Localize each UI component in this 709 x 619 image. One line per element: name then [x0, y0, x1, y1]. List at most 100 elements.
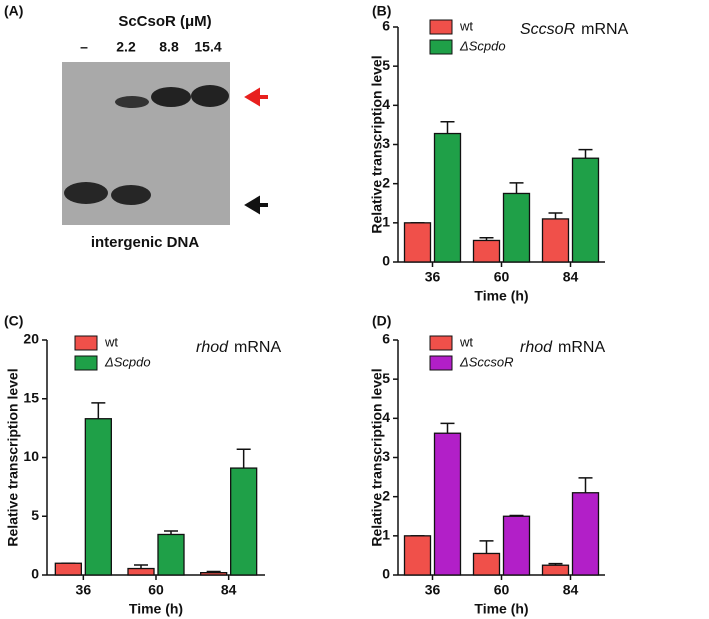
y-tick-label: 0 [382, 253, 390, 269]
gel-panel: (A) ScCsoR (μM) – 2.2 8.8 15.4 intergeni… [4, 3, 268, 251]
y-tick-label: 3 [382, 135, 390, 151]
gel-title: ScCsoR (μM) [118, 13, 211, 30]
y-tick-label: 4 [382, 409, 390, 425]
y-tick-label: 1 [382, 214, 390, 230]
bar [200, 572, 228, 576]
lane-label: 8.8 [159, 39, 179, 55]
title-part: mRNA [558, 339, 605, 356]
error-bar [440, 422, 455, 434]
y-tick-label: 6 [382, 18, 390, 34]
bar [541, 564, 570, 576]
title-part: mRNA [234, 339, 281, 356]
error-bar [236, 448, 251, 469]
panel-label: (B) [372, 3, 391, 19]
legend-label: wt [104, 334, 118, 349]
chart-title: rhod mRNA [196, 339, 281, 356]
y-axis-title: Relative transcription level [369, 55, 385, 233]
bar [502, 515, 531, 576]
y-tick-label: 10 [23, 448, 39, 464]
x-tick-label: 36 [425, 582, 441, 598]
bar [433, 432, 462, 576]
y-tick-label: 3 [382, 448, 390, 464]
y-tick-label: 0 [382, 566, 390, 582]
panel-label: (A) [4, 3, 23, 19]
y-tick-label: 2 [382, 487, 390, 503]
chart-panel: (D) rhod mRNA Relative transcription level T… [369, 313, 606, 617]
y-tick-label: 20 [23, 331, 39, 347]
bar [54, 562, 82, 576]
bar [433, 132, 462, 263]
y-tick-label: 15 [23, 389, 39, 405]
bar [571, 492, 600, 576]
gel-band [64, 182, 108, 204]
error-bar [578, 477, 593, 493]
error-bar [440, 121, 455, 134]
bar [230, 467, 258, 576]
x-axis-title: Time (h) [474, 288, 528, 304]
arrow-red [244, 87, 268, 107]
chart-panel: (C) rhod mRNA Relative transcription level T… [4, 313, 281, 617]
bar [127, 567, 155, 576]
legend-label: ΔScpdo [104, 354, 151, 369]
y-tick-label: 5 [31, 507, 39, 523]
x-tick-label: 84 [221, 582, 237, 598]
legend-swatch [429, 355, 453, 371]
x-tick-label: 60 [494, 582, 510, 598]
y-tick-label: 4 [382, 96, 390, 112]
title-part: SccsoR [520, 21, 576, 38]
legend-label: wt [459, 334, 473, 349]
x-tick-label: 84 [563, 269, 579, 285]
gel-band [191, 85, 229, 107]
legend-swatch [429, 39, 453, 55]
chart-title: SccsoR mRNA [520, 21, 629, 38]
error-bar [509, 182, 524, 194]
legend-label: ΔScpdo [459, 38, 506, 53]
legend-label: wt [459, 18, 473, 33]
y-tick-label: 5 [382, 57, 390, 73]
panel-label: (C) [4, 313, 23, 329]
arrow-black [244, 195, 268, 215]
legend-swatch [74, 335, 98, 351]
bar [84, 418, 112, 576]
bar [403, 222, 432, 263]
error-bar [548, 212, 563, 219]
x-axis-title: Time (h) [129, 601, 183, 617]
panel-label: (D) [372, 313, 391, 329]
gel-band [115, 96, 149, 108]
legend-swatch [429, 335, 453, 351]
x-axis-title: Time (h) [474, 601, 528, 617]
gel-band [111, 185, 151, 205]
lane-label: 15.4 [194, 39, 221, 55]
y-axis-title: Relative transcription level [369, 368, 385, 546]
y-tick-label: 6 [382, 331, 390, 347]
y-tick-label: 2 [382, 174, 390, 190]
legend-swatch [429, 19, 453, 35]
lane-label: 2.2 [116, 39, 136, 55]
lane-label: – [80, 39, 88, 55]
x-tick-label: 36 [76, 582, 92, 598]
bar [571, 157, 600, 263]
x-tick-label: 36 [425, 269, 441, 285]
bar [502, 192, 531, 263]
error-bar [91, 402, 106, 419]
y-axis-title: Relative transcription level [5, 368, 21, 546]
title-part: rhod [520, 339, 553, 356]
error-bar [479, 540, 494, 554]
title-part: mRNA [581, 21, 628, 38]
bar [541, 218, 570, 263]
gel-band [151, 87, 191, 107]
title-part: rhod [196, 339, 229, 356]
chart-title: rhod mRNA [520, 339, 605, 356]
bar [157, 533, 185, 576]
chart-panel: (B) SccsoR mRNA Relative transcription leve… [369, 3, 629, 304]
bar [403, 535, 432, 576]
y-tick-label: 0 [31, 566, 39, 582]
gel-caption: intergenic DNA [91, 234, 200, 251]
y-tick-label: 1 [382, 527, 390, 543]
bar [472, 239, 501, 263]
x-tick-label: 60 [494, 269, 510, 285]
x-tick-label: 84 [563, 582, 579, 598]
bar [472, 552, 501, 576]
error-bar [578, 148, 593, 159]
